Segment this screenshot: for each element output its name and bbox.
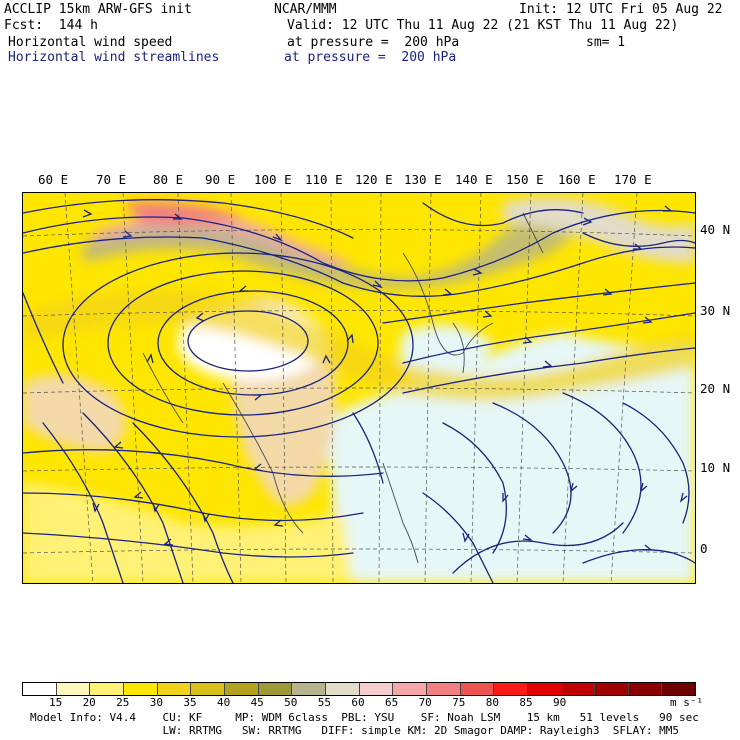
- colorbar-swatch: [258, 683, 293, 695]
- valid-time: Valid: 12 UTC Thu 11 Aug 22 (21 KST Thu …: [287, 18, 679, 33]
- pressure-level-2: at pressure = 200 hPa: [284, 50, 457, 65]
- model-info-line1: Model Info: V4.4 CU: KF MP: WDM 6class P…: [30, 711, 699, 724]
- lon-label: 130 E: [404, 172, 442, 187]
- colorbar-tick-label: 80: [485, 696, 500, 709]
- colorbar-tick-label: 75: [452, 696, 466, 709]
- colorbar-tick-label: 45: [250, 696, 264, 709]
- lon-label: 170 E: [614, 172, 652, 187]
- speed-colorbar: [22, 682, 696, 696]
- model-title: ACCLIP 15km ARW-GFS init: [4, 2, 192, 17]
- lon-label: 160 E: [558, 172, 596, 187]
- colorbar-tick-label: 40: [216, 696, 231, 709]
- lon-label: 120 E: [355, 172, 393, 187]
- colorbar-swatch: [224, 683, 259, 695]
- colorbar-tick-label: 30: [149, 696, 164, 709]
- lon-label: 100 E: [254, 172, 292, 187]
- lat-label: 0: [700, 541, 708, 556]
- colorbar-swatch: [56, 683, 91, 695]
- smoothing-label: sm= 1: [586, 35, 626, 50]
- colorbar-tick-label: 55: [317, 696, 332, 709]
- colorbar-swatch: [90, 683, 124, 695]
- field-speed-label: Horizontal wind speed: [8, 35, 173, 50]
- colorbar-tick-label: 70: [418, 696, 432, 709]
- colorbar-swatch: [191, 683, 225, 695]
- lon-label: 70 E: [96, 172, 127, 187]
- colorbar-tick-label: 90: [552, 696, 567, 709]
- pressure-level-1: at pressure = 200 hPa: [287, 35, 460, 50]
- forecast-hour: Fcst: 144 h: [4, 18, 98, 33]
- lat-label: 40 N: [700, 222, 731, 237]
- model-info-line2: LW: RRTMG SW: RRTMG DIFF: simple KM: 2D …: [30, 724, 680, 737]
- colorbar-swatch: [393, 683, 427, 695]
- colorbar-swatch: [561, 683, 596, 695]
- colorbar-swatch: [460, 683, 495, 695]
- lon-label: 90 E: [205, 172, 236, 187]
- lat-label: 30 N: [700, 303, 731, 318]
- colorbar-units: m s⁻¹: [670, 696, 704, 709]
- colorbar-swatch: [123, 683, 158, 695]
- colorbar-tick-label: 60: [351, 696, 365, 709]
- colorbar-tick-label: 65: [384, 696, 399, 709]
- wind-map-canvas: [23, 193, 695, 583]
- colorbar-tick-label: 15: [48, 696, 63, 709]
- lat-label: 20 N: [700, 381, 731, 396]
- colorbar-swatch: [426, 683, 461, 695]
- colorbar-swatch: [325, 683, 360, 695]
- lat-label: 10 N: [700, 460, 731, 475]
- colorbar-swatch: [662, 683, 696, 695]
- colorbar-swatch: [494, 683, 528, 695]
- colorbar-swatch: [628, 683, 663, 695]
- colorbar-swatch: [157, 683, 192, 695]
- colorbar-swatch: [292, 683, 326, 695]
- colorbar-tick-label: 35: [183, 696, 197, 709]
- colorbar-tick-label: 25: [116, 696, 130, 709]
- field-streamline-label: Horizontal wind streamlines: [8, 50, 220, 65]
- lon-label: 110 E: [305, 172, 343, 187]
- colorbar-swatch: [527, 683, 562, 695]
- colorbar-swatch: [595, 683, 629, 695]
- colorbar-tick-label: 50: [284, 696, 298, 709]
- lon-label: 80 E: [153, 172, 184, 187]
- lon-label: 150 E: [506, 172, 544, 187]
- init-time: Init: 12 UTC Fri 05 Aug 22: [519, 2, 723, 17]
- colorbar-swatch: [23, 683, 57, 695]
- wind-map: [22, 192, 696, 584]
- org-label: NCAR/MMM: [274, 2, 337, 17]
- colorbar-tick-label: 85: [519, 696, 533, 709]
- lon-label: 140 E: [455, 172, 493, 187]
- lon-label: 60 E: [38, 172, 69, 187]
- colorbar-swatch: [359, 683, 394, 695]
- colorbar-tick-label: 20: [82, 696, 96, 709]
